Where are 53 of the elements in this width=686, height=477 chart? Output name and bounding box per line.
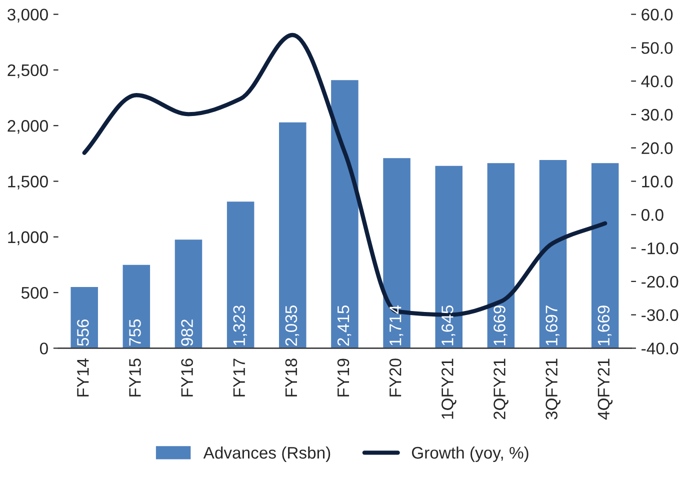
data-label: 1,323 — [233, 306, 248, 346]
y-tick-label: 2,500 — [8, 64, 48, 78]
y-tick-label: 2,000 — [8, 120, 48, 134]
bar — [69, 286, 100, 348]
bar — [173, 238, 204, 348]
x-tick-label: FY16 — [181, 358, 193, 396]
y2-tick-label: 10.0 — [642, 176, 673, 188]
data-label: 1,697 — [546, 306, 560, 346]
y2-tick-label: -20.0 — [642, 276, 678, 288]
x-tick-label: 4QFY21 — [598, 358, 613, 420]
data-label: 1,714 — [390, 305, 404, 346]
y2-tick-label: 40.0 — [641, 75, 673, 88]
y2-tick-label: 0.0 — [641, 209, 664, 221]
bar — [538, 158, 568, 348]
data-label: 556 — [77, 319, 89, 346]
data-label: 1,669 — [494, 306, 508, 346]
bar — [434, 164, 464, 348]
x-tick-label: 1QFY21 — [442, 358, 456, 419]
x-tick-label: FY14 — [77, 358, 89, 396]
y2-tick-label: 50.0 — [642, 42, 673, 54]
y-tick-label: 1,000 — [8, 231, 48, 246]
x-tick-label: 3QFY21 — [546, 358, 560, 420]
x-tick-label: 2QFY21 — [494, 358, 508, 420]
y-tick-label: 0 — [40, 342, 48, 354]
x-tick-label: FY17 — [233, 358, 245, 396]
y2-tick-label: -30.0 — [642, 309, 678, 322]
y2-tick-label: 30.0 — [641, 108, 673, 121]
bar — [590, 162, 620, 348]
data-label: 755 — [129, 319, 141, 346]
data-label: 1,669 — [598, 306, 612, 346]
bar — [382, 156, 412, 348]
data-label: 2,035 — [285, 306, 300, 346]
y-tick-label: 500 — [21, 286, 48, 299]
y-tick-label: 3,000 — [8, 8, 48, 22]
y2-tick-label: -40.0 — [642, 342, 678, 354]
bar — [486, 162, 516, 348]
x-tick-label: FY15 — [129, 358, 141, 396]
bar — [226, 200, 256, 348]
bar — [330, 78, 360, 348]
data-label: 982 — [181, 320, 193, 346]
bar — [278, 121, 308, 348]
y2-tick-label: 60.0 — [642, 8, 673, 21]
legend-label: Growth (yoy, %) — [412, 446, 528, 462]
x-tick-label: FY18 — [285, 358, 298, 396]
legend-label: Advances (Rsbn) — [203, 446, 330, 462]
data-label: 1,645 — [442, 306, 456, 346]
data-label: 2,415 — [337, 306, 352, 346]
bar — [121, 263, 152, 348]
x-tick-label: FY19 — [337, 358, 350, 396]
y-tick-label: 1,500 — [8, 176, 48, 190]
y2-tick-label: -10.0 — [642, 242, 678, 254]
x-tick-label: FY20 — [389, 358, 402, 396]
y2-tick-label: 20.0 — [642, 142, 673, 154]
